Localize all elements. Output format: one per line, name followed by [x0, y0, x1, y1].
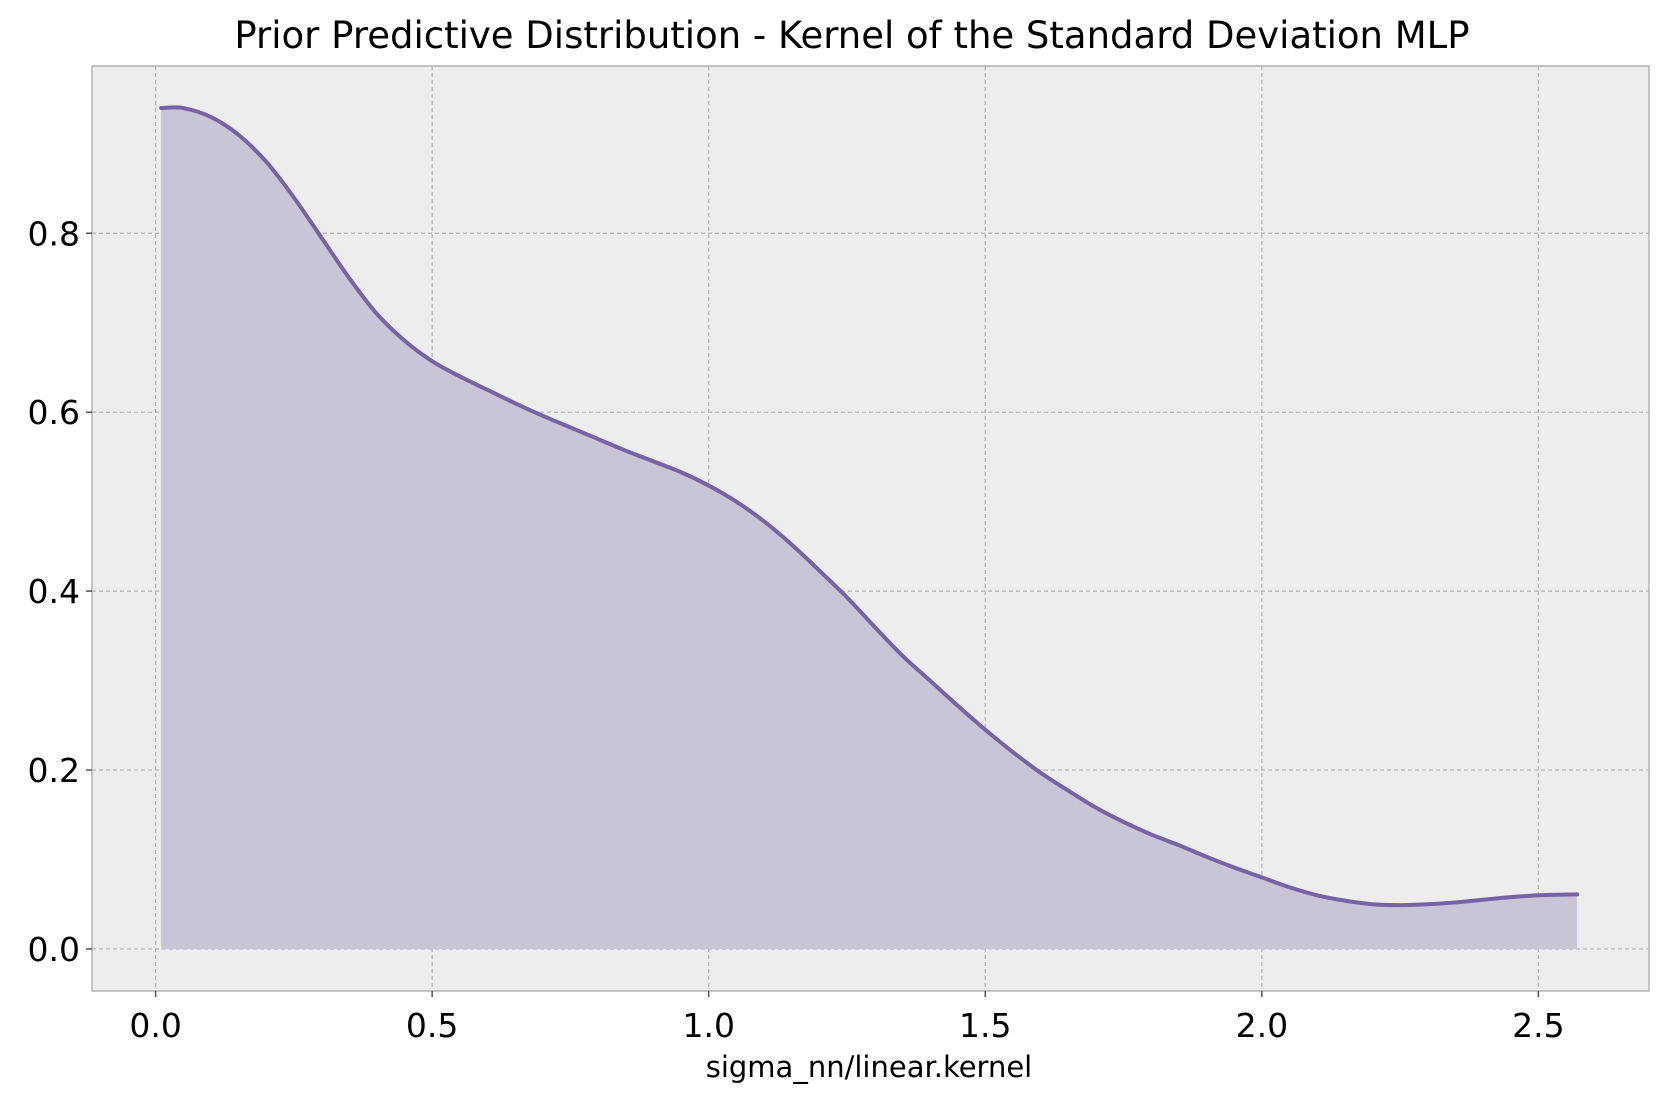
x-tick-label: 2.5	[1512, 1006, 1564, 1045]
x-tick-label: 1.0	[682, 1006, 734, 1045]
density-curve-line	[159, 105, 1580, 908]
chart-title: Prior Predictive Distribution - Kernel o…	[234, 14, 1469, 57]
y-tick-label: 0.4	[28, 572, 80, 611]
y-tick-label: 0.6	[28, 393, 80, 432]
density-curve-group	[159, 105, 1580, 949]
x-tick-label: 2.0	[1236, 1006, 1288, 1045]
axes: 0.0 0.5 1.0 1.5 2.0 2.5 0.0 0.2 0.4 0.6 0.8	[28, 214, 1565, 1045]
x-tick-label: 0.0	[129, 1006, 181, 1045]
x-tick-label: 0.5	[406, 1006, 458, 1045]
x-axis-label: sigma_nn/linear.kernel	[706, 1050, 1033, 1084]
y-tick-label: 0.0	[28, 930, 80, 969]
x-tick-label: 1.5	[959, 1006, 1011, 1045]
y-tick-label: 0.8	[28, 214, 80, 253]
density-fill-area	[161, 107, 1578, 949]
y-tick-label: 0.2	[28, 751, 80, 790]
